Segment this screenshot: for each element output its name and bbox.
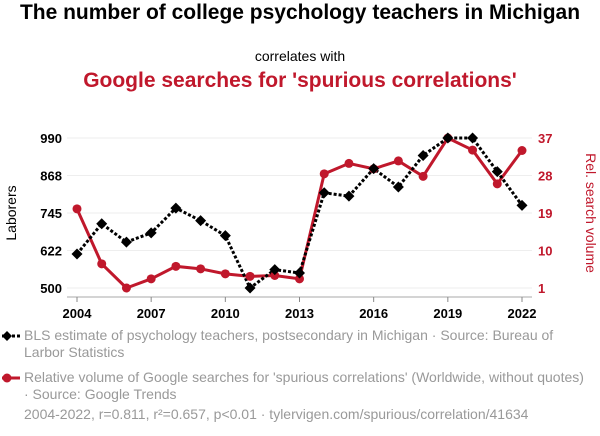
data-point-bls: [244, 282, 256, 294]
data-point-bls: [269, 264, 281, 276]
y2-tick-label: 10: [538, 244, 552, 259]
legend-item-bls: BLS estimate of psychology teachers, pos…: [24, 327, 584, 361]
data-point-google: [468, 145, 478, 155]
data-point-google: [245, 271, 255, 281]
chart-subtitle: correlates with: [254, 48, 346, 64]
data-point-bls: [467, 132, 479, 144]
legend-item-google: Relative volume of Google searches for '…: [24, 369, 584, 403]
legend-marker-bls-diamond: [2, 331, 12, 341]
x-tick-label: 2007: [137, 306, 166, 321]
data-point-google: [270, 271, 280, 280]
data-point-google: [121, 283, 131, 293]
x-tick-label: 2004: [63, 306, 93, 321]
data-point-bls: [442, 132, 454, 144]
footer-stats: 2004-2022, r=0.811, r²=0.657, p<0.01 · t…: [24, 406, 529, 422]
data-point-google: [492, 179, 502, 189]
y2-tick-label: 1: [538, 281, 545, 296]
data-point-bls: [392, 181, 404, 193]
y2-tick-label: 37: [538, 131, 552, 146]
y-tick-label: 500: [40, 281, 62, 296]
data-point-bls: [368, 163, 380, 175]
data-point-bls: [417, 149, 429, 161]
data-point-bls: [145, 227, 157, 239]
data-point-bls: [96, 218, 108, 230]
data-point-google: [295, 274, 304, 284]
y-axis-label: Laborers: [3, 185, 19, 240]
data-point-bls: [294, 267, 305, 279]
data-point-google: [517, 146, 527, 155]
data-point-bls: [195, 215, 207, 227]
legend-label: Relative volume of Google searches for '…: [24, 369, 584, 402]
data-point-google: [344, 158, 354, 168]
chart-title: The number of college psychology teacher…: [19, 1, 581, 24]
data-point-google: [393, 156, 403, 166]
y2-tick-label: 28: [538, 169, 552, 184]
x-tick-label: 2016: [359, 306, 388, 321]
data-point-bls: [120, 236, 132, 248]
data-point-google: [319, 169, 329, 179]
data-point-bls: [516, 199, 528, 211]
data-point-google: [418, 171, 428, 181]
y-tick-label: 745: [40, 206, 62, 221]
data-point-google: [72, 204, 82, 214]
y-tick-label: 622: [40, 244, 62, 259]
data-point-bls: [318, 187, 330, 199]
data-point-google: [146, 274, 156, 284]
x-tick-label: 2019: [433, 306, 462, 321]
x-tick-label: 2022: [508, 306, 537, 321]
y-tick-label: 990: [40, 131, 62, 146]
y2-tick-label: 19: [538, 206, 552, 221]
x-tick-label: 2013: [285, 306, 314, 321]
data-point-bls: [343, 190, 355, 202]
data-point-google: [220, 269, 230, 279]
data-point-bls: [71, 248, 83, 260]
legend-label: BLS estimate of psychology teachers, pos…: [24, 327, 554, 360]
data-point-google: [196, 264, 206, 274]
data-point-bls: [170, 202, 182, 214]
chart-title-2: Google searches for 'spurious correlatio…: [83, 69, 517, 92]
data-point-bls: [491, 166, 503, 178]
x-tick-label: 2010: [211, 306, 240, 321]
data-point-google: [97, 259, 107, 269]
y-tick-label: 868: [40, 169, 62, 184]
y2-axis-label: Rel. search volume: [583, 153, 599, 273]
legend-marker-google-dot: [2, 373, 12, 383]
data-point-google: [171, 261, 181, 271]
data-point-bls: [219, 230, 231, 242]
